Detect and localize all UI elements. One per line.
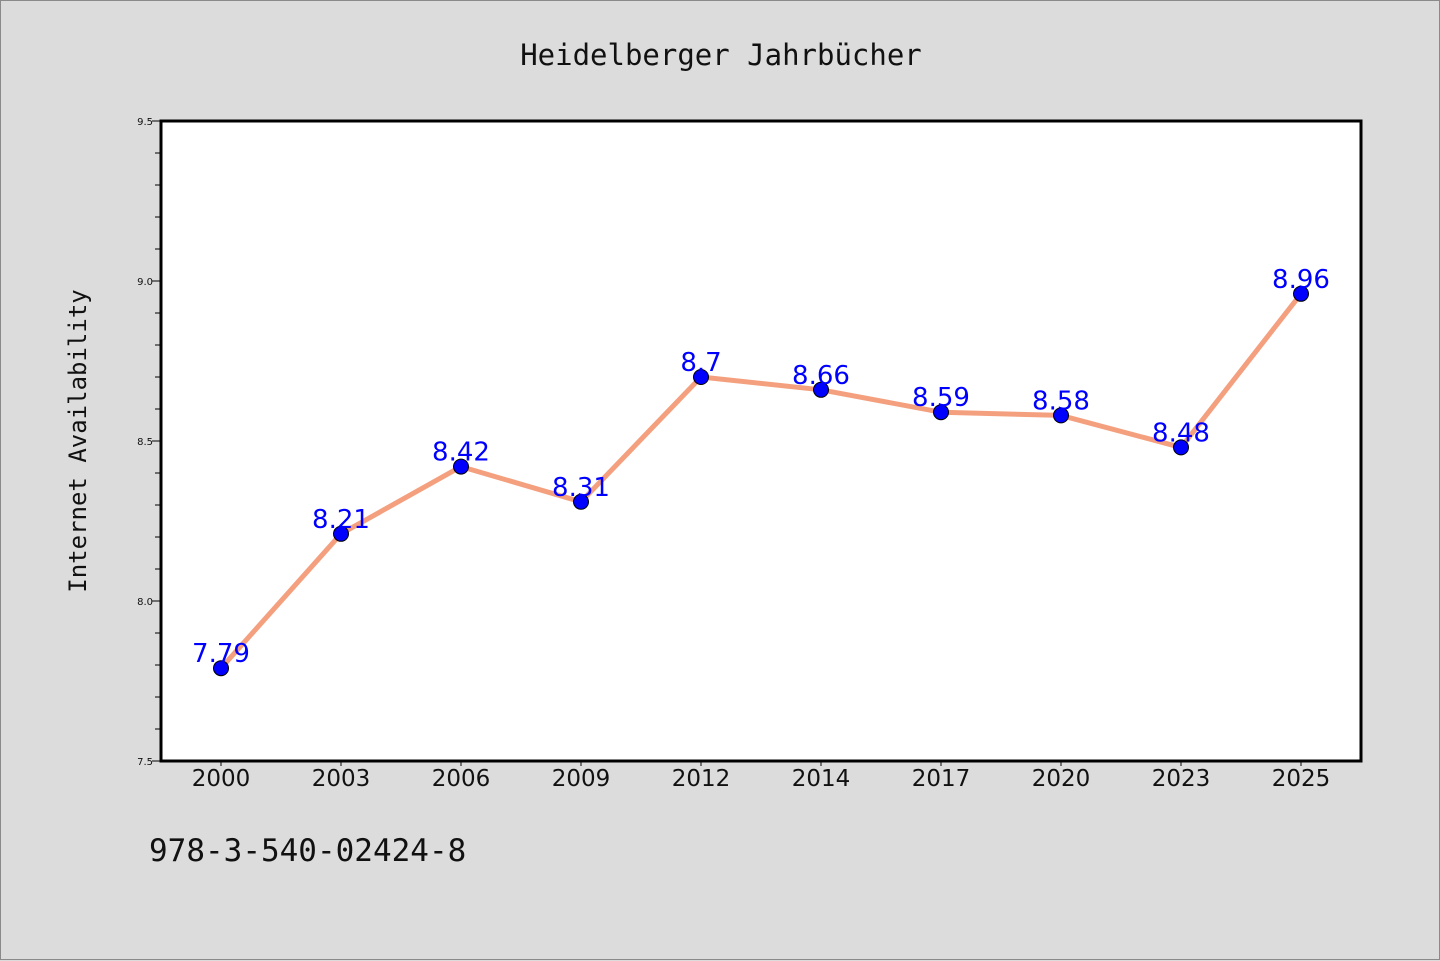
x-tick-label: 2003	[312, 766, 371, 792]
x-tick-label: 2009	[552, 766, 611, 792]
data-label: 7.79	[192, 639, 250, 669]
data-label: 8.66	[792, 361, 850, 391]
data-label: 8.7	[680, 348, 721, 378]
x-tick-label: 2020	[1032, 766, 1091, 792]
data-point	[1293, 285, 1309, 302]
data-label: 8.31	[552, 473, 610, 503]
data-point	[573, 493, 589, 510]
data-point	[1053, 407, 1069, 424]
y-tick-label: 7.5	[137, 757, 153, 768]
data-label: 8.42	[432, 438, 490, 468]
x-tick-label: 2006	[432, 766, 491, 792]
data-label: 8.96	[1272, 265, 1330, 295]
data-labels: 7.79 8.21 8.42 8.31 8.7 8.66 8.59 8.58 8.48 8.96	[192, 265, 1330, 669]
data-label: 8.58	[1032, 386, 1090, 416]
series-group: 7.79 8.21 8.42 8.31 8.7 8.66 8.59 8.58 8.48 8.96	[192, 265, 1330, 677]
chart-title: Heidelberger Jahrbücher	[520, 38, 922, 72]
y-tick-label: 8.5	[137, 437, 153, 448]
plot-frame	[159, 119, 1363, 763]
data-label: 8.59	[912, 383, 970, 413]
data-point	[333, 525, 349, 542]
x-tick-label: 2012	[672, 766, 731, 792]
data-point	[1173, 439, 1189, 456]
x-axis: 2000 2003 2006 2009 2012 2014 2017 2020 2023 2025	[192, 761, 1331, 792]
y-tick-label: 9.5	[137, 117, 153, 128]
y-tick-label: 9.0	[137, 277, 153, 288]
y-axis-label: Internet Availability	[64, 289, 92, 592]
data-point	[813, 381, 829, 398]
data-label: 8.21	[312, 505, 370, 535]
x-tick-label: 2014	[792, 766, 851, 792]
data-point	[933, 404, 949, 421]
data-point	[213, 660, 229, 677]
data-point	[453, 458, 469, 475]
y-tick-label: 8.0	[137, 597, 153, 608]
series-line	[218, 291, 1304, 671]
data-label: 8.48	[1152, 418, 1210, 448]
x-tick-label: 2025	[1272, 766, 1331, 792]
x-tick-label: 2000	[192, 766, 251, 792]
isbn-note: 978-3-540-02424-8	[149, 833, 467, 869]
markers	[213, 285, 1309, 677]
x-tick-label: 2023	[1152, 766, 1211, 792]
y-axis: 7.5 8.0 8.5 9.0 9.5	[137, 117, 161, 768]
x-tick-label: 2017	[912, 766, 971, 792]
data-point	[693, 369, 709, 385]
